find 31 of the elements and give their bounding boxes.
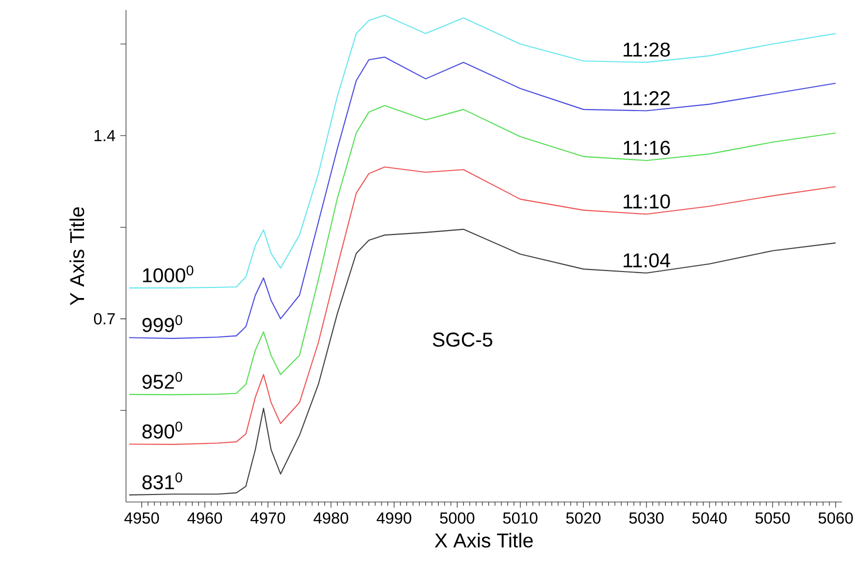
series-label: 1000$^{0}$	[143, 265, 194, 282]
x-tick-label: 4980	[314, 512, 348, 524]
y-tick-label: 0.7	[94, 313, 115, 324]
x-tick-label: 5050	[755, 512, 790, 524]
annotation: 11:16	[624, 140, 670, 155]
series-label: 831$^{0}$	[142, 472, 182, 490]
x-tick-label: 5020	[566, 512, 601, 524]
x-axis-title: X Axis Title	[434, 532, 533, 548]
series-label: 999$^{0}$	[142, 315, 182, 332]
y-axis-title: Y Axis Title	[70, 207, 84, 306]
annotation: SGC-5	[432, 332, 492, 347]
x-tick-label: 5030	[629, 512, 664, 524]
line-series	[128, 228, 836, 496]
x-tick-label: 5010	[503, 512, 538, 524]
line-series	[128, 104, 836, 396]
line-series	[128, 14, 836, 288]
y-tick-label: 1.4	[94, 130, 116, 142]
x-tick-label: 4970	[250, 512, 286, 524]
series-label: 890$^{0}$	[142, 422, 182, 439]
annotation: 11:10	[624, 194, 670, 209]
annotation: 11:28	[624, 42, 670, 57]
x-tick-label: 4990	[376, 512, 412, 524]
x-tick-label: 4960	[187, 512, 222, 524]
annotation: 11:04	[624, 253, 670, 268]
x-tick-label: 4950	[124, 512, 159, 524]
x-tick-label: 5040	[692, 512, 727, 524]
annotation: 11:22	[624, 91, 670, 106]
x-tick-label: 5060	[818, 512, 853, 524]
line-series	[128, 166, 836, 445]
x-tick-label: 5000	[440, 512, 474, 524]
series-label: 952$^{0}$	[142, 372, 182, 389]
